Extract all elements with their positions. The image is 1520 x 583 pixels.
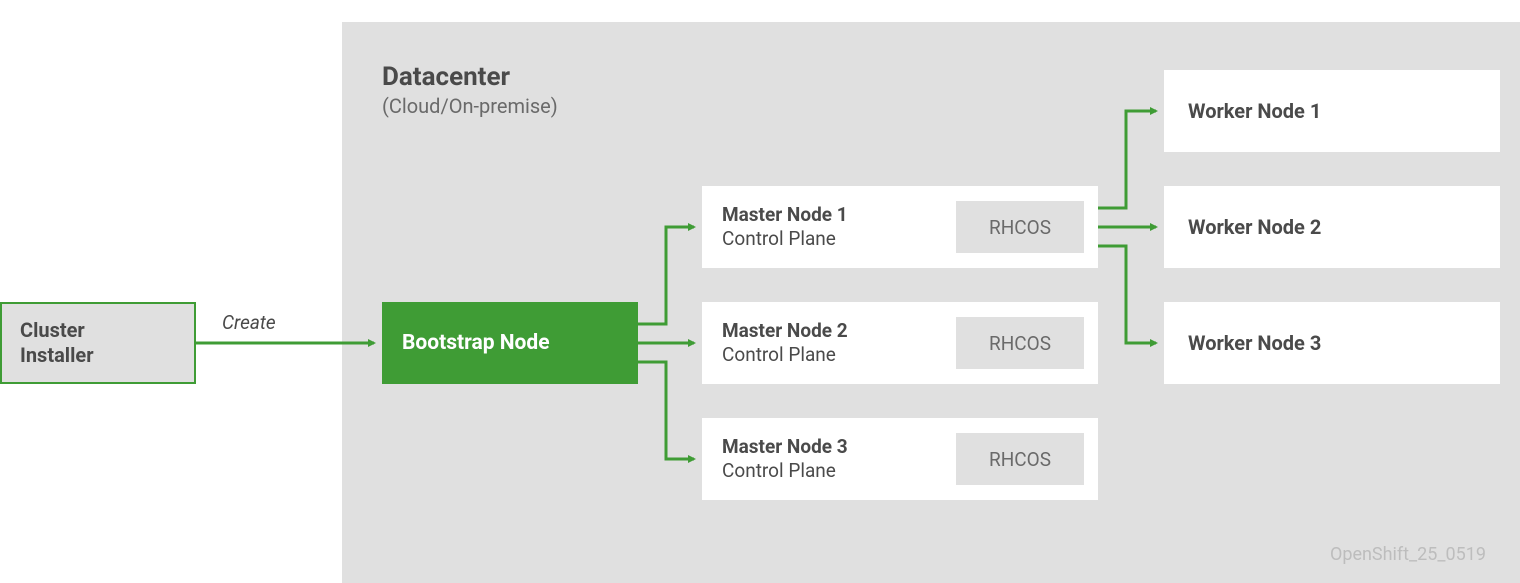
cluster-installer-line2: Installer [20, 343, 94, 368]
worker-node-1: Worker Node 1 [1164, 70, 1500, 152]
master-2-title: Master Node 2 [722, 319, 848, 343]
master-2-badge: RHCOS [956, 317, 1084, 369]
worker-3-label: Worker Node 3 [1188, 331, 1321, 355]
master-1-title: Master Node 1 [722, 203, 848, 227]
worker-1-label: Worker Node 1 [1188, 99, 1321, 123]
bootstrap-label: Bootstrap Node [402, 331, 550, 355]
datacenter-subtitle: (Cloud/On-premise) [382, 94, 558, 118]
master-node-2: Master Node 2 Control Plane RHCOS [702, 302, 1098, 384]
worker-node-2: Worker Node 2 [1164, 186, 1500, 268]
bootstrap-node: Bootstrap Node [382, 302, 638, 384]
master-node-3: Master Node 3 Control Plane RHCOS [702, 418, 1098, 500]
datacenter-title: Datacenter [382, 62, 510, 92]
master-1-subtitle: Control Plane [722, 227, 848, 251]
cluster-installer-node: Cluster Installer [0, 302, 196, 384]
master-2-subtitle: Control Plane [722, 343, 848, 367]
cluster-installer-line1: Cluster [20, 318, 94, 343]
worker-2-label: Worker Node 2 [1188, 215, 1321, 239]
master-3-subtitle: Control Plane [722, 459, 848, 483]
create-edge-label: Create [222, 311, 276, 334]
master-1-badge: RHCOS [956, 201, 1084, 253]
master-3-badge: RHCOS [956, 433, 1084, 485]
worker-node-3: Worker Node 3 [1164, 302, 1500, 384]
master-3-title: Master Node 3 [722, 435, 848, 459]
watermark-text: OpenShift_25_0519 [1330, 544, 1486, 565]
master-node-1: Master Node 1 Control Plane RHCOS [702, 186, 1098, 268]
